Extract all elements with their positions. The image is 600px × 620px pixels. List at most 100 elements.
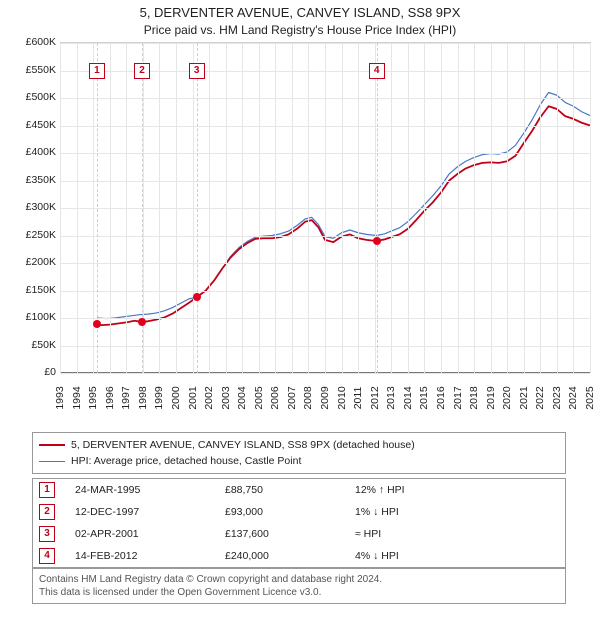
y-tick-label: £400K <box>8 146 56 158</box>
y-tick-label: £450K <box>8 119 56 131</box>
gridline-v <box>226 43 227 373</box>
x-tick-label: 1998 <box>137 386 149 409</box>
x-tick-label: 2021 <box>518 386 530 409</box>
gridline-v <box>110 43 111 373</box>
y-tick-label: £0 <box>8 366 56 378</box>
x-tick-label: 2012 <box>369 386 381 409</box>
gridline-v <box>424 43 425 373</box>
gridline-v <box>209 43 210 373</box>
x-tick-label: 1996 <box>104 386 116 409</box>
legend-row: HPI: Average price, detached house, Cast… <box>39 453 559 469</box>
price-marker <box>138 318 146 326</box>
x-tick-label: 2001 <box>187 386 199 409</box>
y-tick-label: £300K <box>8 201 56 213</box>
x-tick-label: 2017 <box>452 386 464 409</box>
transaction-number-box: 3 <box>39 526 55 542</box>
y-tick-label: £600K <box>8 36 56 48</box>
transaction-row: 3 02-APR-2001£137,600≈ HPI <box>33 523 565 545</box>
x-tick-label: 2009 <box>319 386 331 409</box>
gridline-v <box>507 43 508 373</box>
event-number-box: 3 <box>189 63 205 79</box>
gridline-v <box>77 43 78 373</box>
y-tick-label: £100K <box>8 311 56 323</box>
gridline-v <box>375 43 376 373</box>
footer-line2: This data is licensed under the Open Gov… <box>39 586 559 599</box>
x-tick-label: 2019 <box>485 386 497 409</box>
x-tick-label: 2020 <box>501 386 513 409</box>
gridline-v <box>342 43 343 373</box>
gridline-v <box>573 43 574 373</box>
transaction-row: 414-FEB-2012£240,0004% ↓ HPI <box>33 545 565 567</box>
y-tick-label: £250K <box>8 229 56 241</box>
gridline-v <box>60 43 61 373</box>
x-tick-label: 2014 <box>402 386 414 409</box>
price-marker <box>193 293 201 301</box>
x-tick-label: 1997 <box>120 386 132 409</box>
x-tick-label: 2007 <box>286 386 298 409</box>
x-tick-label: 2025 <box>584 386 596 409</box>
legend-label: 5, DERVENTER AVENUE, CANVEY ISLAND, SS8 … <box>71 438 415 452</box>
event-vline <box>377 43 378 373</box>
transaction-price: £240,000 <box>225 550 355 562</box>
x-tick-label: 2002 <box>203 386 215 409</box>
gridline-v <box>358 43 359 373</box>
x-tick-label: 1999 <box>153 386 165 409</box>
plot-area: 1234 <box>60 42 591 373</box>
y-tick-label: £150K <box>8 284 56 296</box>
x-tick-label: 2010 <box>336 386 348 409</box>
gridline-v <box>524 43 525 373</box>
transaction-row: 1 24-MAR-1995£88,75012% ↑ HPI <box>33 479 565 501</box>
gridline-v <box>408 43 409 373</box>
footer: Contains HM Land Registry data © Crown c… <box>32 568 566 604</box>
y-tick-label: £200K <box>8 256 56 268</box>
x-tick-label: 2005 <box>253 386 265 409</box>
transaction-date: 24-MAR-1995 <box>75 484 225 496</box>
gridline-v <box>458 43 459 373</box>
price-marker <box>373 237 381 245</box>
transaction-number-box: 2 <box>39 504 55 520</box>
transaction-delta: 1% ↓ HPI <box>355 506 559 518</box>
x-tick-label: 1994 <box>71 386 83 409</box>
x-tick-label: 2006 <box>269 386 281 409</box>
transaction-date: 02-APR-2001 <box>75 528 225 540</box>
gridline-v <box>474 43 475 373</box>
x-tick-label: 2013 <box>385 386 397 409</box>
y-tick-label: £350K <box>8 174 56 186</box>
legend-label: HPI: Average price, detached house, Cast… <box>71 454 301 468</box>
gridline-v <box>176 43 177 373</box>
gridline-v <box>159 43 160 373</box>
gridline-v <box>540 43 541 373</box>
gridline-v <box>292 43 293 373</box>
x-tick-label: 2008 <box>302 386 314 409</box>
x-tick-label: 1993 <box>54 386 66 409</box>
x-tick-label: 1995 <box>87 386 99 409</box>
page-subtitle: Price paid vs. HM Land Registry's House … <box>0 22 600 37</box>
transaction-date: 14-FEB-2012 <box>75 550 225 562</box>
x-tick-label: 2018 <box>468 386 480 409</box>
event-number-box: 2 <box>134 63 150 79</box>
y-tick-label: £550K <box>8 64 56 76</box>
transaction-delta: 4% ↓ HPI <box>355 550 559 562</box>
gridline-v <box>126 43 127 373</box>
transactions-table: 1 24-MAR-1995£88,75012% ↑ HPI 212-DEC-1997… <box>32 478 566 568</box>
gridline-v <box>193 43 194 373</box>
transaction-price: £88,750 <box>225 484 355 496</box>
transaction-price: £137,600 <box>225 528 355 540</box>
gridline-v <box>491 43 492 373</box>
x-tick-label: 2011 <box>352 387 364 410</box>
event-vline <box>197 43 198 373</box>
gridline-v <box>242 43 243 373</box>
legend-swatch <box>39 461 65 462</box>
transaction-delta: ≈ HPI <box>355 528 559 540</box>
gridline-v <box>308 43 309 373</box>
transaction-delta: 12% ↑ HPI <box>355 484 559 496</box>
legend-row: 5, DERVENTER AVENUE, CANVEY ISLAND, SS8 … <box>39 437 559 453</box>
x-tick-label: 2004 <box>236 386 248 409</box>
transaction-row: 212-DEC-1997£93,0001% ↓ HPI <box>33 501 565 523</box>
chart: 1234 £0£50K£100K£150K£200K£250K£300K£350… <box>8 42 592 402</box>
x-tick-label: 2024 <box>567 386 579 409</box>
transaction-number-box: 1 <box>39 482 55 498</box>
x-tick-label: 2016 <box>435 386 447 409</box>
event-number-box: 4 <box>369 63 385 79</box>
gridline-h <box>60 373 590 374</box>
